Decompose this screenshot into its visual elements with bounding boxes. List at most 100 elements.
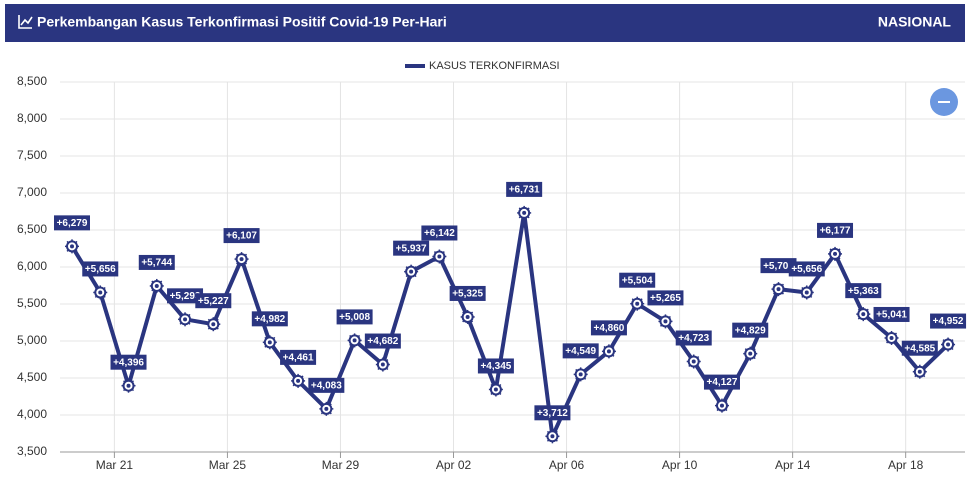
virus-marker — [799, 285, 814, 300]
value-label-bg — [562, 343, 599, 359]
value-label-text: +4,982 — [254, 314, 285, 325]
virus-marker — [93, 285, 108, 300]
y-tick-label: 6,000 — [17, 259, 47, 273]
collapse-button[interactable] — [930, 88, 958, 116]
header-region: NASIONAL — [878, 14, 952, 30]
value-label-text: +5,008 — [339, 312, 370, 323]
virus-core — [663, 319, 668, 324]
virus-marker — [884, 330, 899, 345]
value-label: +6,279 — [54, 215, 90, 231]
value-label-bg — [732, 322, 769, 338]
y-tick-label: 3,500 — [17, 444, 47, 458]
virus-marker — [771, 282, 786, 297]
value-label-text: +4,461 — [283, 353, 314, 364]
virus-core — [550, 434, 555, 439]
value-label-text: +4,723 — [678, 333, 709, 344]
value-label-bg — [817, 222, 854, 238]
virus-marker — [941, 337, 956, 352]
virus-core — [352, 338, 357, 343]
value-label-text: +3,712 — [537, 408, 568, 419]
legend-label: KASUS TERKONFIRMASI — [429, 60, 560, 72]
virus-core — [691, 359, 696, 364]
value-label: +4,829 — [732, 322, 769, 338]
y-tick-label: 8,500 — [17, 74, 47, 88]
virus-marker — [432, 249, 447, 264]
value-label: +4,461 — [280, 349, 317, 365]
virus-core — [211, 322, 216, 327]
value-label-text: +4,952 — [933, 316, 964, 327]
virus-marker — [856, 307, 871, 322]
value-label-bg — [195, 293, 232, 309]
value-label: +5,325 — [449, 285, 486, 301]
value-label-text: +4,682 — [367, 336, 398, 347]
value-label: +4,723 — [675, 330, 712, 346]
value-label-text: +5,041 — [876, 310, 907, 321]
value-label-bg — [760, 258, 797, 274]
virus-core — [409, 269, 414, 274]
virus-core — [719, 403, 724, 408]
x-tick-label: Apr 18 — [888, 458, 924, 472]
value-label: +6,107 — [223, 228, 260, 244]
value-label-bg — [845, 283, 882, 299]
value-label-text: +5,656 — [791, 264, 822, 275]
virus-core — [154, 283, 159, 288]
value-label-bg — [54, 215, 90, 231]
virus-core — [522, 210, 527, 215]
value-label: +4,982 — [251, 311, 288, 327]
value-label: +5,363 — [845, 283, 882, 299]
value-label-bg — [110, 354, 147, 370]
y-tick-label: 6,500 — [17, 222, 47, 236]
value-label-bg — [421, 225, 458, 241]
value-label: +5,656 — [82, 261, 119, 277]
value-label-bg — [477, 358, 514, 374]
value-label-bg — [167, 288, 204, 304]
value-label: +5,265 — [647, 290, 684, 306]
virus-marker — [686, 354, 701, 369]
value-label-text: +4,860 — [594, 323, 625, 334]
value-label-text: +4,829 — [735, 325, 766, 336]
virus-marker — [517, 205, 532, 220]
virus-marker — [658, 314, 673, 329]
value-label-text: +4,585 — [904, 343, 935, 354]
value-label-bg — [223, 228, 260, 244]
value-label-text: +5,937 — [396, 243, 427, 254]
value-label-bg — [251, 311, 288, 327]
value-label: +6,177 — [817, 222, 854, 238]
virus-core — [267, 340, 272, 345]
value-label-text: +4,127 — [707, 377, 738, 388]
virus-core — [578, 372, 583, 377]
virus-core — [776, 287, 781, 292]
value-label-text: +4,396 — [113, 357, 144, 368]
value-label-text: +5,701 — [763, 261, 794, 272]
virus-marker — [347, 333, 362, 348]
series-line — [70, 210, 950, 439]
value-label-text: +4,549 — [565, 346, 596, 357]
value-label: +5,701 — [760, 258, 797, 274]
value-label-bg — [280, 349, 317, 365]
value-label-text: +6,731 — [509, 185, 540, 196]
y-tick-label: 7,000 — [17, 185, 47, 199]
virus-marker — [121, 378, 136, 393]
virus-marker — [206, 317, 221, 332]
value-label-bg — [364, 333, 401, 349]
virus-core — [183, 317, 188, 322]
virus-core — [748, 351, 753, 356]
value-label-text: +5,325 — [452, 289, 483, 300]
virus-core — [239, 257, 244, 262]
value-label-bg — [393, 240, 430, 256]
value-label-bg — [619, 272, 656, 288]
virus-marker — [714, 398, 729, 413]
value-label-text: +5,744 — [141, 258, 172, 269]
value-label: +4,345 — [477, 358, 514, 374]
value-label-text: +6,107 — [226, 231, 257, 242]
virus-marker — [65, 239, 79, 254]
value-label: +4,549 — [562, 343, 599, 359]
x-tick-label: Apr 10 — [662, 458, 698, 472]
value-label: +6,731 — [506, 181, 543, 197]
value-label-bg — [534, 405, 571, 421]
value-label: +5,937 — [393, 240, 430, 256]
virus-marker — [149, 278, 164, 293]
value-label: +5,504 — [619, 272, 656, 288]
x-tick-label: Mar 25 — [209, 458, 247, 472]
y-tick-label: 8,000 — [17, 111, 47, 125]
